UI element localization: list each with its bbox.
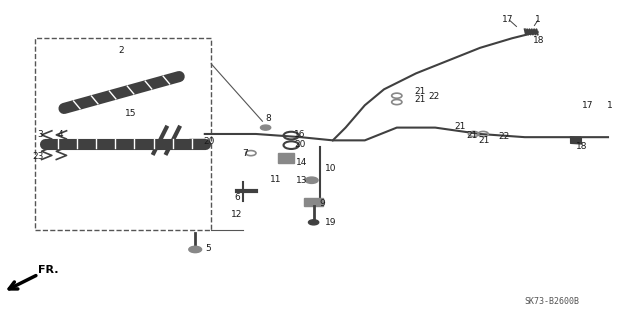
Text: FR.: FR. — [38, 265, 59, 275]
Text: 22: 22 — [429, 92, 440, 101]
Bar — [304, 198, 323, 206]
Bar — [35, 38, 211, 230]
Text: 21: 21 — [466, 131, 477, 140]
Text: 20: 20 — [204, 137, 215, 146]
Text: 1: 1 — [607, 101, 612, 110]
Text: 17: 17 — [502, 15, 513, 24]
Text: 7: 7 — [243, 149, 248, 158]
Text: 10: 10 — [325, 164, 337, 173]
Text: 18: 18 — [532, 36, 544, 45]
Text: 20: 20 — [294, 140, 306, 149]
Bar — [278, 153, 294, 163]
Text: 1: 1 — [535, 15, 541, 24]
Text: 8: 8 — [266, 114, 271, 123]
Text: 14: 14 — [296, 158, 307, 167]
Text: 16: 16 — [294, 130, 306, 139]
Text: SK73-B2600B: SK73-B2600B — [525, 297, 580, 306]
Text: 13: 13 — [296, 176, 307, 185]
Bar — [189, 139, 205, 145]
Text: 21: 21 — [415, 95, 426, 104]
Text: 15: 15 — [125, 109, 137, 118]
Text: 2: 2 — [119, 46, 124, 55]
Text: 21: 21 — [479, 136, 490, 145]
Text: 19: 19 — [325, 218, 337, 227]
Text: 12: 12 — [230, 210, 242, 219]
Circle shape — [308, 220, 319, 225]
Text: 3: 3 — [38, 130, 44, 139]
Text: 17: 17 — [582, 101, 594, 110]
Circle shape — [189, 246, 202, 253]
Text: 5: 5 — [205, 244, 211, 253]
Text: 6: 6 — [234, 193, 240, 202]
Text: 21: 21 — [415, 87, 426, 96]
Text: 22: 22 — [498, 132, 509, 141]
Text: 9: 9 — [319, 199, 325, 208]
Text: 18: 18 — [576, 142, 588, 151]
Text: 23: 23 — [32, 152, 44, 161]
Circle shape — [305, 177, 318, 183]
Text: 4: 4 — [57, 130, 63, 139]
Text: 21: 21 — [454, 122, 466, 130]
Circle shape — [260, 125, 271, 130]
Text: 11: 11 — [270, 175, 282, 184]
